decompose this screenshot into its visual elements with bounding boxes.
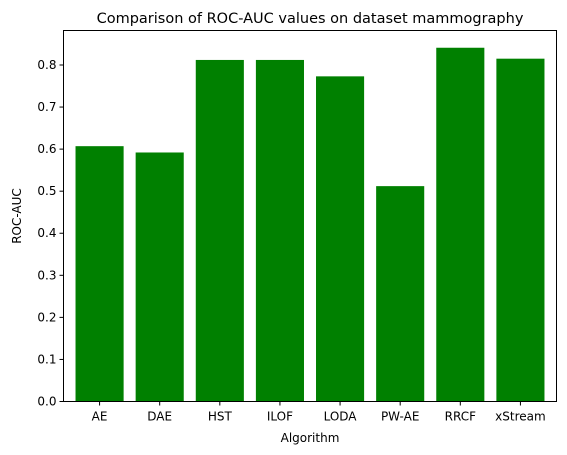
x-tick-label: HST (208, 410, 233, 424)
y-tick-label: 0.5 (37, 184, 56, 198)
x-tick-label: AE (92, 410, 108, 424)
bar-xstream (496, 58, 545, 402)
chart-title: Comparison of ROC-AUC values on dataset … (97, 11, 524, 27)
bars-group (75, 47, 545, 402)
y-tick-label: 0.6 (37, 142, 56, 156)
bar-ae (75, 146, 124, 402)
bar-pw-ae (376, 186, 425, 402)
bar-loda (316, 76, 365, 402)
plot-frame (63, 30, 557, 402)
x-axis-label: Algorithm (281, 431, 340, 445)
x-tick-label: DAE (147, 410, 172, 424)
x-tick-label: PW-AE (381, 410, 419, 424)
y-tick-label: 0.1 (37, 352, 56, 366)
y-tick-label: 0.8 (37, 58, 56, 72)
bar-dae (135, 152, 184, 402)
bar-rrcf (436, 47, 485, 402)
y-axis-ticks: 0.0 0.1 0.2 0.3 0.4 0.5 0.6 0.7 0.8 (37, 58, 64, 409)
y-tick-label: 0.7 (37, 100, 56, 114)
x-tick-label: RRCF (445, 410, 476, 424)
y-tick-label: 0.0 (37, 395, 56, 409)
x-tick-label: xStream (495, 410, 546, 424)
x-tick-label: ILOF (267, 410, 293, 424)
x-axis-ticks: AE DAE HST ILOF LODA PW-AE RRCF xStream (92, 401, 546, 424)
bar-ilof (255, 59, 304, 402)
y-axis-label: ROC-AUC (10, 188, 24, 244)
y-tick-label: 0.3 (37, 268, 56, 282)
y-tick-label: 0.2 (37, 310, 56, 324)
bar-hst (195, 59, 244, 402)
x-tick-label: LODA (324, 410, 358, 424)
y-tick-label: 0.4 (37, 226, 56, 240)
